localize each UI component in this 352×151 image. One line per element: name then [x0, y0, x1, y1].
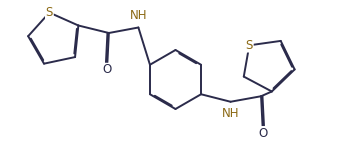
Text: O: O [103, 64, 112, 77]
Text: NH: NH [222, 107, 240, 120]
Text: O: O [258, 127, 267, 140]
Text: S: S [246, 39, 253, 52]
Text: S: S [46, 6, 53, 19]
Text: NH: NH [130, 10, 147, 22]
